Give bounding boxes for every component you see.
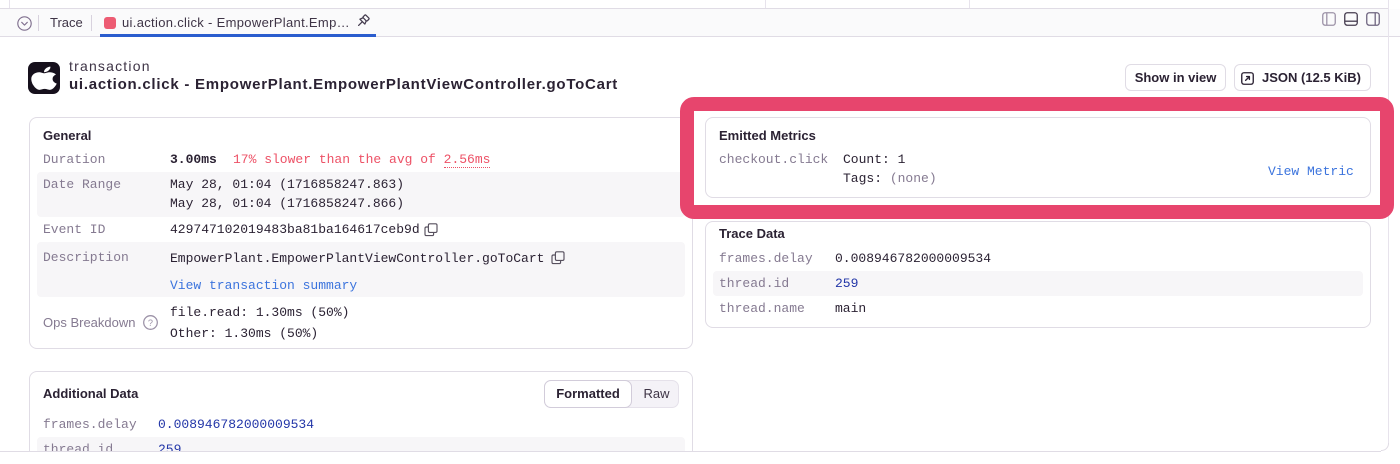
svg-text:?: ? — [148, 318, 153, 328]
